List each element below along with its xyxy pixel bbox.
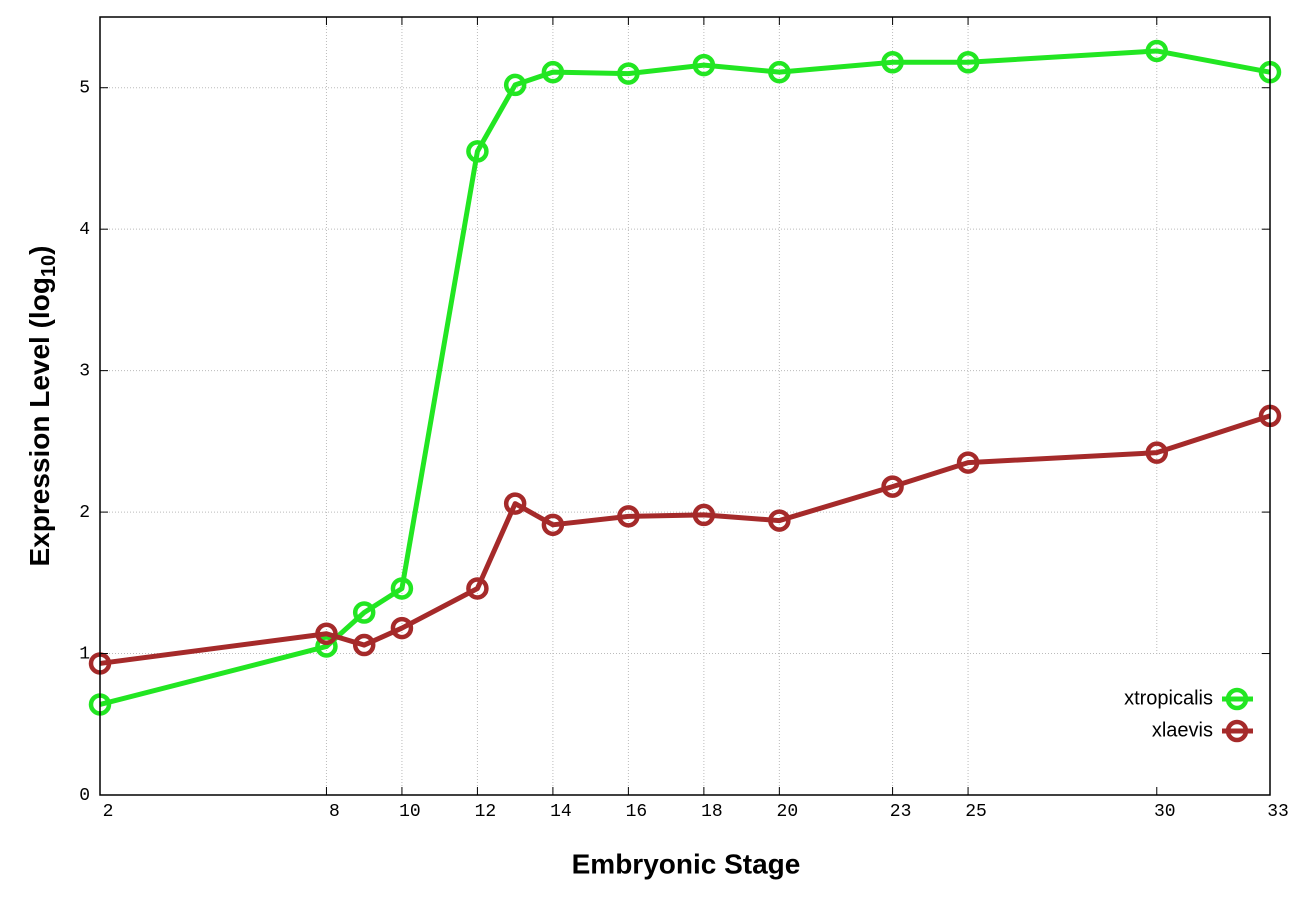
x-tick-label: 2 (103, 802, 114, 822)
y-axis-title: Expression Level (log10) (24, 246, 60, 567)
legend-label: xlaevis (1152, 719, 1213, 741)
legend-label: xtropicalis (1124, 687, 1213, 709)
data-point (390, 616, 414, 640)
data-point (315, 622, 338, 645)
x-tick-label: 16 (626, 802, 648, 822)
y-tick-label: 5 (79, 78, 90, 98)
y-axis-title-subscript: 10 (38, 255, 60, 277)
data-point (503, 492, 527, 515)
x-tick-label: 18 (701, 802, 723, 822)
data-point (352, 601, 376, 624)
data-point (881, 51, 904, 74)
legend-marker (1225, 687, 1249, 711)
data-point (315, 635, 338, 658)
x-tick-label: 30 (1154, 802, 1176, 822)
data-point (390, 577, 414, 600)
x-tick-label: 23 (890, 802, 912, 822)
x-tick-label: 14 (550, 802, 572, 822)
legend-marker (1225, 719, 1249, 743)
x-tick-label: 25 (965, 802, 987, 822)
y-tick-label: 3 (79, 361, 90, 381)
data-point (692, 53, 716, 77)
data-point (352, 633, 376, 657)
x-tick-label: 8 (329, 802, 340, 822)
plot-frame (99, 16, 1271, 796)
x-tick-label: 20 (777, 802, 799, 822)
y-axis-title-end: ) (24, 246, 55, 255)
x-axis-title: Embryonic Stage (572, 848, 801, 879)
data-point (956, 51, 980, 74)
data-point (503, 73, 527, 97)
x-tick-label: 10 (399, 802, 421, 822)
data-point (466, 577, 489, 600)
data-point (768, 60, 791, 84)
legend: xtropicalis xlaevis (1124, 687, 1253, 743)
y-tick-label: 2 (79, 503, 90, 523)
y-tick-label: 1 (79, 644, 90, 664)
plot (88, 39, 1282, 716)
y-tick-label: 4 (79, 220, 90, 240)
data-point (768, 509, 791, 532)
data-point (692, 503, 716, 527)
data-point (541, 60, 565, 84)
data-point (541, 513, 565, 537)
data-point (881, 475, 904, 498)
data-point (956, 451, 980, 474)
x-tick-label: 12 (475, 802, 497, 822)
data-point (1145, 441, 1169, 464)
data-point (466, 140, 489, 163)
y-tick-label: 0 (79, 786, 90, 806)
data-point (617, 62, 640, 85)
data-point (617, 505, 640, 528)
x-tick-label: 33 (1267, 802, 1289, 822)
data-point (1145, 39, 1169, 63)
y-axis-title-text: Expression Level (log (24, 277, 55, 566)
